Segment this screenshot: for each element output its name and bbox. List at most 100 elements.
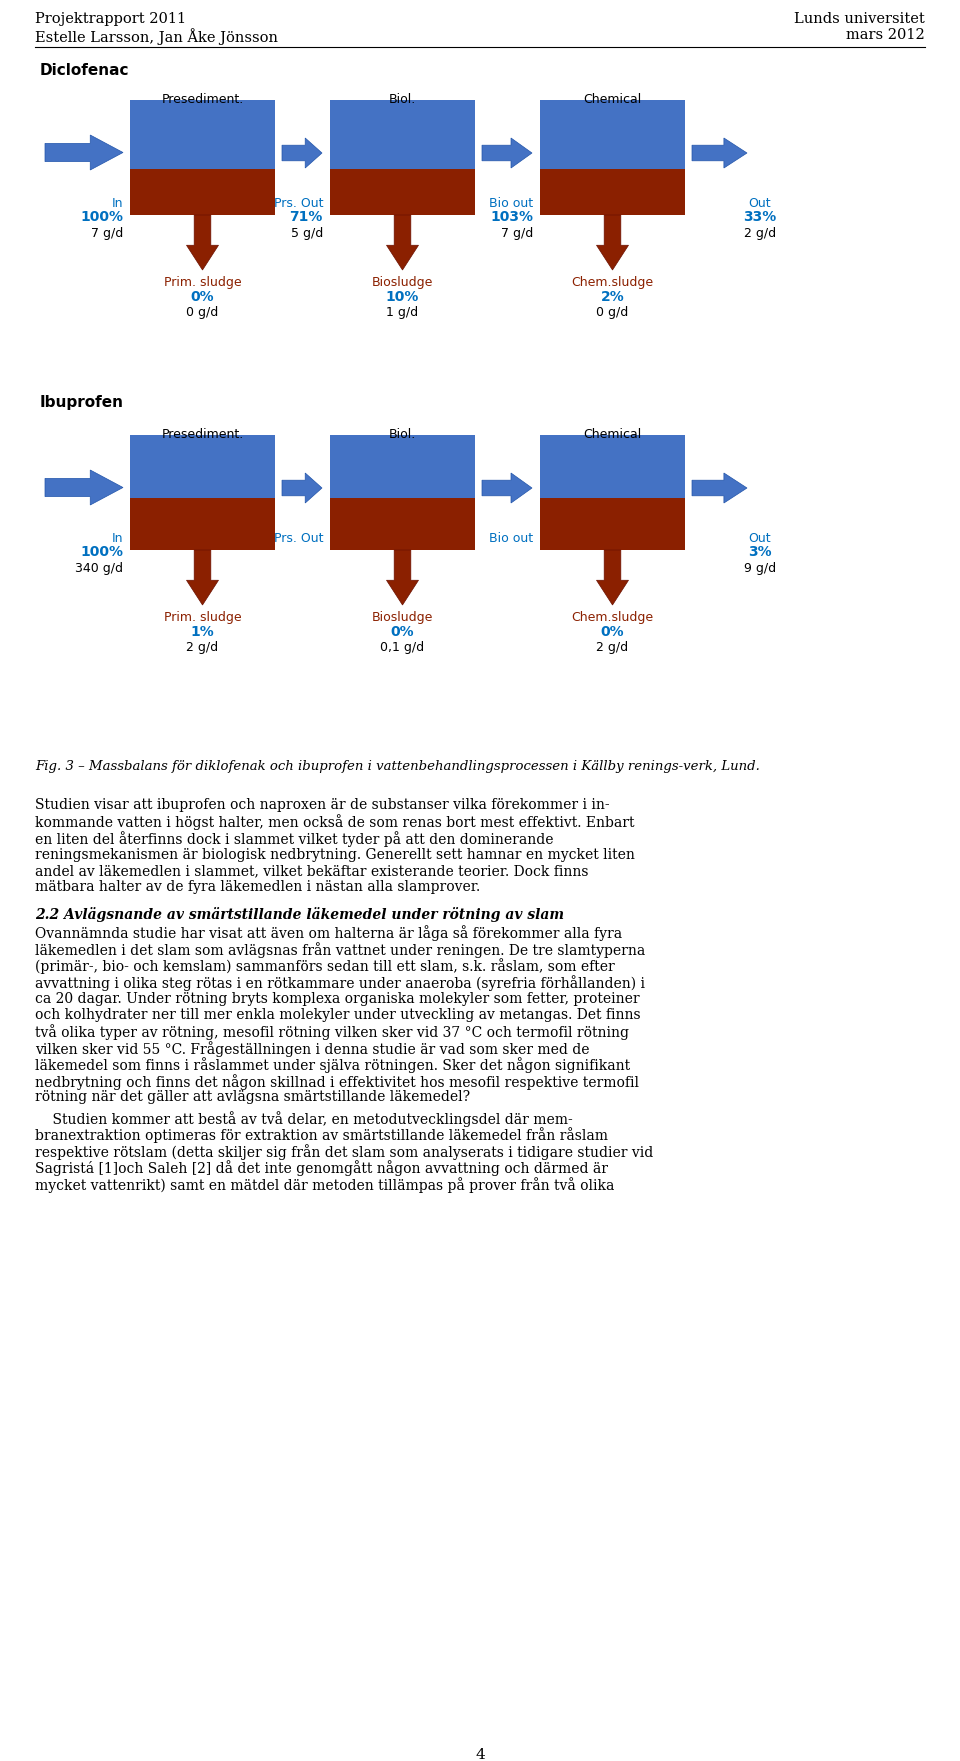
- Polygon shape: [482, 474, 532, 504]
- Text: ca 20 dagar. Under rötning bryts komplexa organiska molekyler som fetter, protei: ca 20 dagar. Under rötning bryts komplex…: [35, 991, 639, 1006]
- Text: 103%: 103%: [490, 210, 533, 224]
- Text: 10%: 10%: [386, 291, 420, 305]
- Text: Chem.sludge: Chem.sludge: [571, 276, 654, 289]
- Bar: [540, 435, 685, 498]
- Text: mars 2012: mars 2012: [847, 28, 925, 42]
- Text: In: In: [111, 197, 123, 210]
- Text: reningsmekanismen är biologisk nedbrytning. Generellt sett hamnar en mycket lite: reningsmekanismen är biologisk nedbrytni…: [35, 847, 635, 861]
- Polygon shape: [282, 137, 322, 167]
- Text: Presediment.: Presediment.: [161, 93, 244, 106]
- Text: Lunds universitet: Lunds universitet: [794, 12, 925, 26]
- Bar: [330, 498, 475, 549]
- Text: 0,1 g/d: 0,1 g/d: [380, 641, 424, 653]
- Text: 7 g/d: 7 g/d: [501, 227, 533, 239]
- Text: mycket vattenrikt) samt en mätdel där metoden tillämpas på prover från två olika: mycket vattenrikt) samt en mätdel där me…: [35, 1176, 614, 1192]
- Polygon shape: [482, 137, 532, 167]
- Text: 2 g/d: 2 g/d: [186, 641, 219, 653]
- Text: Presediment.: Presediment.: [161, 428, 244, 440]
- Text: 2.2 Avlägsnande av smärtstillande läkemedel under rötning av slam: 2.2 Avlägsnande av smärtstillande läkeme…: [35, 907, 564, 923]
- Text: Studien visar att ibuprofen och naproxen är de substanser vilka förekommer i in-: Studien visar att ibuprofen och naproxen…: [35, 798, 610, 812]
- Text: Prim. sludge: Prim. sludge: [164, 276, 241, 289]
- Bar: [540, 100, 685, 169]
- Text: Out: Out: [749, 532, 771, 544]
- Text: läkemedel som finns i råslammet under själva rötningen. Sker det någon signifika: läkemedel som finns i råslammet under sj…: [35, 1058, 630, 1074]
- Polygon shape: [692, 137, 747, 167]
- Text: 33%: 33%: [743, 210, 777, 224]
- Text: läkemedlen i det slam som avlägsnas från vattnet under reningen. De tre slamtype: läkemedlen i det slam som avlägsnas från…: [35, 942, 645, 958]
- Text: Sagristá [1]och Saleh [2] då det inte genomgått någon avvattning och därmed är: Sagristá [1]och Saleh [2] då det inte ge…: [35, 1160, 608, 1176]
- Text: nedbrytning och finns det någon skillnad i effektivitet hos mesofil respektive t: nedbrytning och finns det någon skillnad…: [35, 1074, 639, 1090]
- Text: 0 g/d: 0 g/d: [186, 306, 219, 319]
- Text: Chemical: Chemical: [584, 428, 641, 440]
- Text: Diclofenac: Diclofenac: [40, 63, 130, 77]
- Text: en liten del återfinns dock i slammet vilket tyder på att den dominerande: en liten del återfinns dock i slammet vi…: [35, 831, 554, 847]
- Text: Biosludge: Biosludge: [372, 611, 433, 623]
- Text: 100%: 100%: [80, 544, 123, 558]
- Text: Out: Out: [749, 197, 771, 210]
- Bar: [330, 435, 475, 498]
- Polygon shape: [596, 549, 629, 606]
- Text: Biosludge: Biosludge: [372, 276, 433, 289]
- Text: Prs. Out: Prs. Out: [274, 197, 323, 210]
- Text: rötning när det gäller att avlägsna smärtstillande läkemedel?: rötning när det gäller att avlägsna smär…: [35, 1090, 470, 1104]
- Polygon shape: [692, 474, 747, 504]
- Text: 9 g/d: 9 g/d: [744, 562, 776, 576]
- Text: branextraktion optimeras för extraktion av smärtstillande läkemedel från råslam: branextraktion optimeras för extraktion …: [35, 1127, 608, 1143]
- Text: 2 g/d: 2 g/d: [744, 227, 776, 239]
- Text: Ovannämnda studie har visat att även om halterna är låga så förekommer alla fyra: Ovannämnda studie har visat att även om …: [35, 926, 622, 942]
- Text: 0%: 0%: [601, 625, 624, 639]
- Text: 4: 4: [475, 1749, 485, 1761]
- Text: Projektrapport 2011: Projektrapport 2011: [35, 12, 186, 26]
- Polygon shape: [282, 474, 322, 504]
- Text: vilken sker vid 55 °C. Frågeställningen i denna studie är vad som sker med de: vilken sker vid 55 °C. Frågeställningen …: [35, 1041, 589, 1057]
- Text: respektive rötslam (detta skiljer sig från det slam som analyserats i tidigare s: respektive rötslam (detta skiljer sig fr…: [35, 1145, 653, 1160]
- Text: avvattning i olika steg rötas i en rötkammare under anaeroba (syrefria förhållan: avvattning i olika steg rötas i en rötka…: [35, 976, 645, 991]
- Text: 0%: 0%: [391, 625, 415, 639]
- Polygon shape: [45, 136, 123, 171]
- Text: kommande vatten i högst halter, men också de som renas bort mest effektivt. Enba: kommande vatten i högst halter, men ocks…: [35, 815, 635, 831]
- Bar: [130, 435, 275, 498]
- Text: Biol.: Biol.: [389, 93, 416, 106]
- Text: 340 g/d: 340 g/d: [75, 562, 123, 576]
- Polygon shape: [186, 549, 219, 606]
- Text: Fig. 3 – Massbalans för diklofenak och ibuprofen i vattenbehandlingsprocessen i : Fig. 3 – Massbalans för diklofenak och i…: [35, 761, 760, 773]
- Text: Ibuprofen: Ibuprofen: [40, 394, 124, 410]
- Text: 2%: 2%: [601, 291, 624, 305]
- Text: 71%: 71%: [290, 210, 323, 224]
- Bar: [130, 100, 275, 169]
- Text: 3%: 3%: [748, 544, 772, 558]
- Text: och kolhydrater ner till mer enkla molekyler under utveckling av metangas. Det f: och kolhydrater ner till mer enkla molek…: [35, 1007, 640, 1021]
- Text: Chem.sludge: Chem.sludge: [571, 611, 654, 623]
- Text: 2 g/d: 2 g/d: [596, 641, 629, 653]
- Polygon shape: [45, 470, 123, 505]
- Text: andel av läkemedlen i slammet, vilket bekäftar existerande teorier. Dock finns: andel av läkemedlen i slammet, vilket be…: [35, 865, 588, 879]
- Polygon shape: [596, 215, 629, 269]
- Bar: [540, 498, 685, 549]
- Bar: [540, 169, 685, 215]
- Text: 5 g/d: 5 g/d: [291, 227, 323, 239]
- Text: mätbara halter av de fyra läkemedlen i nästan alla slamprover.: mätbara halter av de fyra läkemedlen i n…: [35, 880, 480, 895]
- Text: Bio out: Bio out: [489, 532, 533, 544]
- Text: 7 g/d: 7 g/d: [91, 227, 123, 239]
- Bar: [130, 498, 275, 549]
- Text: 0 g/d: 0 g/d: [596, 306, 629, 319]
- Text: Chemical: Chemical: [584, 93, 641, 106]
- Text: Estelle Larsson, Jan Åke Jönsson: Estelle Larsson, Jan Åke Jönsson: [35, 28, 278, 44]
- Bar: [330, 100, 475, 169]
- Text: 0%: 0%: [191, 291, 214, 305]
- Bar: [130, 169, 275, 215]
- Text: Biol.: Biol.: [389, 428, 416, 440]
- Text: 1 g/d: 1 g/d: [387, 306, 419, 319]
- Polygon shape: [387, 549, 419, 606]
- Text: två olika typer av rötning, mesofil rötning vilken sker vid 37 °C och termofil r: två olika typer av rötning, mesofil rötn…: [35, 1025, 629, 1041]
- Text: 1%: 1%: [191, 625, 214, 639]
- Text: Studien kommer att bestå av två delar, en metodutvecklingsdel där mem-: Studien kommer att bestå av två delar, e…: [35, 1111, 573, 1127]
- Bar: [330, 169, 475, 215]
- Polygon shape: [186, 215, 219, 269]
- Text: Bio out: Bio out: [489, 197, 533, 210]
- Text: (primär-, bio- och kemslam) sammanförs sedan till ett slam, s.k. råslam, som eft: (primär-, bio- och kemslam) sammanförs s…: [35, 958, 614, 974]
- Text: In: In: [111, 532, 123, 544]
- Text: 100%: 100%: [80, 210, 123, 224]
- Polygon shape: [387, 215, 419, 269]
- Text: Prs. Out: Prs. Out: [274, 532, 323, 544]
